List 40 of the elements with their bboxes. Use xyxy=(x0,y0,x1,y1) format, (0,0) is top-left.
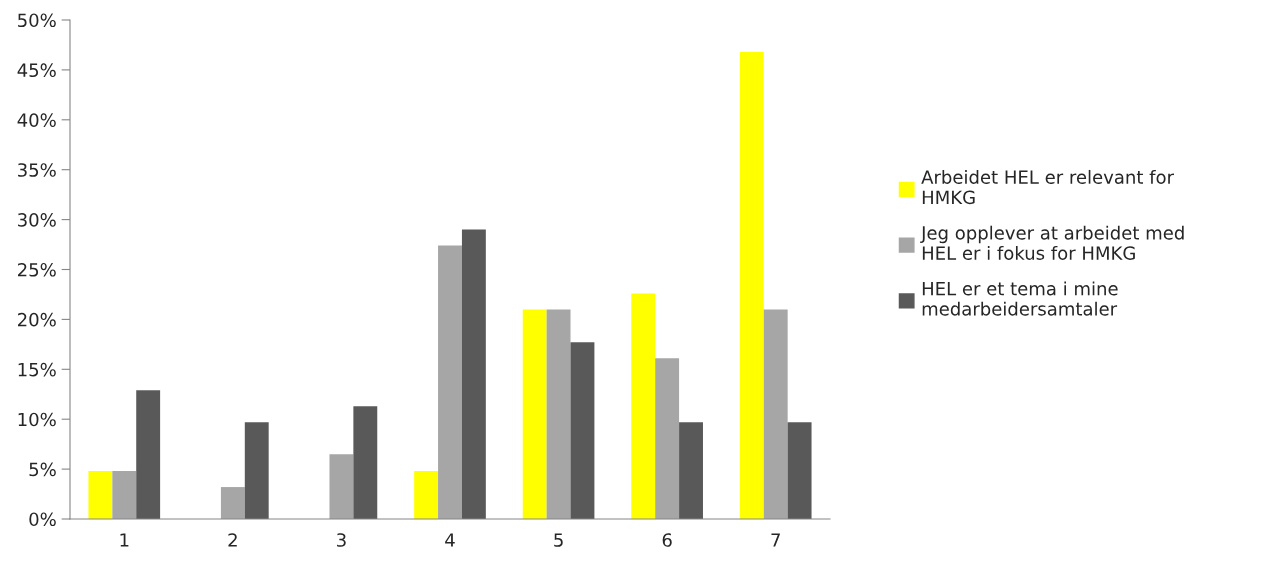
y-tick-label: 5% xyxy=(29,462,56,477)
bar xyxy=(679,422,703,519)
legend-label: Jeg opplever at arbeidet med HEL er i fokus for HMKG xyxy=(920,225,1184,260)
bar xyxy=(461,229,486,519)
x-tick-label: 5 xyxy=(554,533,563,547)
bar xyxy=(88,471,113,519)
bar xyxy=(522,309,547,519)
bar xyxy=(414,471,439,519)
bar xyxy=(631,293,656,519)
x-tick-label: 4 xyxy=(445,533,455,547)
bar xyxy=(438,245,462,519)
bar xyxy=(112,471,137,519)
bar xyxy=(244,422,269,519)
bar xyxy=(739,51,764,519)
y-tick-label: 30% xyxy=(18,213,56,227)
y-tick-label: 0% xyxy=(29,512,56,527)
x-tick-label: 2 xyxy=(228,533,237,547)
y-tick-label: 35% xyxy=(18,163,56,177)
bar xyxy=(136,390,161,519)
bar xyxy=(763,309,788,519)
y-tick-label: 40% xyxy=(17,113,56,127)
bar xyxy=(570,342,595,519)
y-tick-label: 20% xyxy=(18,312,56,327)
legend-label: HEL er et tema i mine medarbeidersamtaler xyxy=(922,281,1118,316)
y-tick-label: 10% xyxy=(18,412,56,427)
bar xyxy=(787,422,812,519)
bar xyxy=(220,487,245,519)
bar xyxy=(546,309,571,519)
bar xyxy=(329,454,354,519)
x-tick-label: 3 xyxy=(337,533,346,547)
legend-label: Arbeidet HEL er relevant for HMKG xyxy=(921,169,1175,205)
bar xyxy=(353,406,378,519)
x-tick-label: 6 xyxy=(662,533,672,547)
x-tick-label: 1 xyxy=(120,533,129,547)
y-tick-label: 15% xyxy=(18,362,56,377)
y-tick-label: 50% xyxy=(18,13,56,28)
bar xyxy=(655,358,680,519)
y-tick-label: 45% xyxy=(17,63,56,78)
y-tick-label: 25% xyxy=(18,262,56,277)
x-tick-label: 7 xyxy=(771,533,780,547)
